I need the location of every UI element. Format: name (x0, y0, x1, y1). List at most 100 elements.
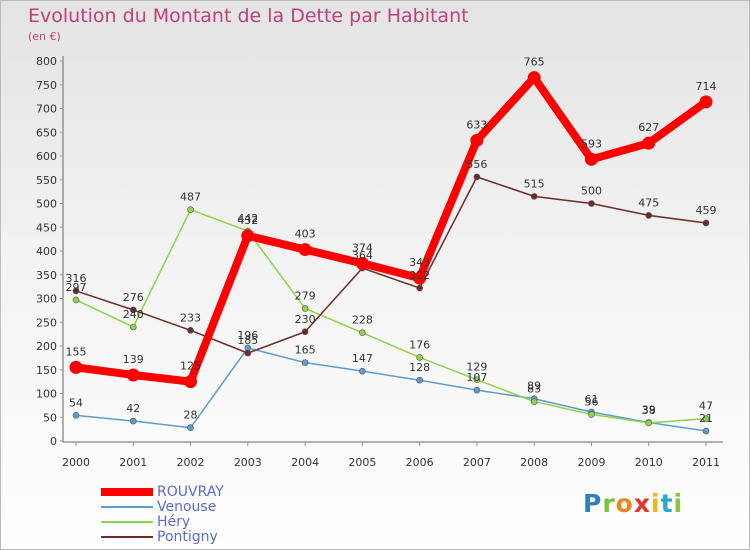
chart-title: Evolution du Montant de la Dette par Hab… (28, 5, 469, 27)
data-point (355, 256, 369, 270)
data-point (413, 271, 427, 285)
data-label: 432 (237, 214, 258, 227)
data-point (473, 386, 481, 394)
y-tick-label: 300 (36, 293, 57, 306)
chart-subtitle: (en €) (28, 30, 61, 43)
data-point (699, 95, 713, 109)
y-tick-label: 50 (43, 411, 57, 424)
x-tick-label: 2003 (234, 456, 262, 469)
brand-letter: t (660, 489, 674, 518)
data-label: 39 (642, 403, 656, 416)
data-label: 129 (466, 361, 487, 374)
data-label: 240 (123, 308, 144, 321)
data-point (187, 206, 194, 213)
data-label: 125 (180, 360, 201, 373)
data-label: 279 (295, 289, 316, 302)
data-label: 61 (584, 393, 598, 406)
data-label: 147 (352, 352, 373, 365)
legend-label: Héry (157, 514, 191, 530)
data-label: 83 (527, 383, 541, 396)
data-label: 765 (524, 56, 545, 69)
data-point (642, 136, 656, 150)
data-point (702, 219, 710, 227)
data-point (244, 349, 252, 357)
series-rouvray (69, 71, 713, 389)
series-line (75, 176, 707, 354)
legend-label: Venouse (157, 499, 217, 515)
data-label: 54 (69, 396, 83, 409)
data-point (241, 229, 255, 243)
data-point (187, 327, 194, 334)
data-label: 487 (180, 191, 201, 204)
x-tick-label: 2006 (406, 456, 434, 469)
y-tick-label: 400 (36, 245, 57, 258)
data-label: 56 (584, 395, 598, 408)
data-label: 233 (180, 311, 201, 324)
data-point (473, 173, 481, 181)
y-tick-label: 350 (36, 269, 57, 282)
data-label: 343 (409, 256, 430, 269)
data-point (69, 360, 83, 374)
data-point (72, 296, 80, 304)
data-label: 228 (352, 314, 373, 327)
y-tick-label: 250 (36, 316, 57, 329)
data-label: 139 (123, 353, 144, 366)
legend-label: ROUVRAY (157, 484, 224, 500)
data-label: 38 (642, 404, 656, 417)
series-line (75, 347, 707, 432)
data-point (416, 376, 423, 384)
series-héry (72, 206, 710, 427)
data-point (72, 287, 80, 295)
data-point (416, 284, 423, 292)
data-label: 403 (295, 228, 316, 241)
data-label: 633 (466, 118, 487, 131)
data-label: 627 (638, 121, 659, 134)
data-label: 593 (581, 137, 602, 150)
data-point (527, 71, 541, 85)
legend-label: Pontigny (157, 529, 218, 545)
brand-letter: x (633, 489, 651, 518)
data-label: 42 (126, 402, 140, 415)
data-label: 21 (699, 412, 713, 425)
y-tick-label: 600 (36, 150, 57, 163)
data-label: 155 (66, 345, 87, 358)
x-tick-label: 2009 (577, 456, 605, 469)
y-tick-label: 700 (36, 103, 57, 116)
x-tick-label: 2004 (291, 456, 319, 469)
data-point (301, 328, 309, 336)
data-point (470, 133, 484, 147)
legend-swatch (101, 521, 153, 523)
data-label: 515 (524, 177, 545, 190)
y-tick-label: 750 (36, 79, 57, 92)
data-label: 230 (295, 313, 316, 326)
y-tick-label: 200 (36, 340, 57, 353)
data-point (129, 306, 137, 314)
legend-swatch (101, 536, 153, 538)
data-point (126, 368, 140, 382)
data-point (530, 398, 538, 405)
brand-letter: P (583, 489, 603, 518)
data-point (359, 329, 366, 337)
brand-letter: r (602, 489, 616, 518)
brand-logo: Proxiti (583, 489, 683, 518)
y-tick-label: 100 (36, 388, 57, 401)
data-label: 196 (237, 329, 258, 342)
data-label: 176 (409, 338, 430, 351)
data-label: 459 (696, 204, 717, 217)
x-tick-label: 2002 (177, 456, 205, 469)
data-label: 47 (699, 400, 713, 413)
data-label: 297 (66, 281, 87, 294)
x-tick-label: 2010 (635, 456, 663, 469)
data-point (588, 411, 595, 418)
brand-letter: i (651, 489, 661, 518)
data-label: 364 (352, 249, 373, 262)
data-label: 276 (123, 291, 144, 304)
data-label: 185 (237, 334, 258, 347)
x-tick-label: 2005 (348, 456, 376, 469)
data-label: 128 (409, 361, 430, 374)
data-label: 28 (184, 409, 198, 422)
brand-letter: i (673, 489, 684, 518)
x-tick-label: 2008 (520, 456, 548, 469)
